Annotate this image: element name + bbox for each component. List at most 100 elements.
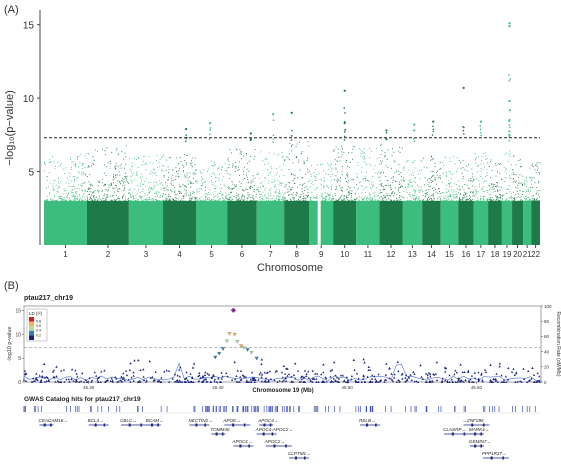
peak-support-point (272, 119, 275, 122)
snp-point (184, 380, 188, 383)
lz-y-right-tick-label: 60 (544, 334, 550, 339)
snp-point (239, 369, 243, 372)
snp-point (253, 380, 256, 383)
peak-support-point (344, 112, 346, 114)
snp-point (528, 379, 531, 382)
x-tick-label: 15 (445, 250, 454, 259)
snp-point (286, 367, 289, 370)
snp-point (503, 380, 506, 383)
snp-point (104, 379, 108, 382)
snp-point (60, 369, 63, 372)
top-hit-point (239, 344, 244, 348)
snp-point (527, 369, 530, 372)
snp-point (76, 375, 79, 378)
chrom-points-8 (284, 141, 311, 202)
snp-point (43, 362, 46, 365)
snp-point (302, 376, 305, 379)
snp-point (245, 379, 248, 382)
gene-exon (463, 432, 466, 436)
chrom-points-14 (422, 155, 442, 202)
manhattan-points (44, 22, 541, 245)
snp-point (176, 378, 179, 381)
snp-point (202, 375, 205, 378)
snp-point (337, 377, 340, 380)
peak-point (462, 86, 465, 89)
snp-point (41, 376, 44, 379)
snp-point (384, 373, 387, 376)
snp-point (320, 373, 323, 376)
peak-point (208, 121, 212, 125)
snp-point (267, 379, 270, 382)
snp-point (332, 380, 335, 383)
snp-point (53, 376, 56, 379)
ld-legend-swatch (29, 317, 34, 322)
snp-point (538, 375, 541, 378)
peak-support-point (479, 125, 482, 127)
y-tick-label: 15 (23, 21, 35, 32)
snp-point (500, 374, 503, 377)
snp-point (393, 373, 396, 376)
peak-support-point (413, 140, 416, 143)
snp-point (420, 375, 423, 378)
snp-point (252, 377, 255, 380)
snp-point (122, 372, 125, 375)
locuszoom-points (22, 307, 541, 383)
snp-point (379, 378, 383, 381)
lz-y-tick-label: 0 (18, 380, 21, 386)
snp-point (35, 372, 38, 375)
snp-point (350, 378, 353, 381)
peak-point (508, 99, 511, 103)
gene-exon (94, 423, 97, 427)
peak-point (413, 123, 416, 126)
snp-point (139, 368, 142, 371)
snp-point (190, 380, 193, 383)
chrom-block-12 (379, 200, 403, 245)
locuszoom-y-ticks: 0 5 10 15 0 20 40 60 80 100 (15, 304, 552, 386)
snp-point (120, 380, 124, 383)
snp-point (426, 376, 429, 379)
peak-point (479, 120, 483, 123)
snp-point (192, 380, 195, 383)
x-tick-label: 22 (531, 250, 540, 259)
snp-point (397, 378, 400, 381)
snp-point (371, 380, 374, 383)
snp-point (241, 374, 244, 377)
gene-exon (263, 423, 266, 427)
snp-point (239, 378, 242, 381)
snp-point (416, 380, 420, 383)
snp-point (522, 367, 525, 370)
snp-point (431, 380, 434, 383)
gene-label: APOC1→ (231, 439, 252, 444)
gene-label: CLASRP→ (443, 427, 466, 432)
snp-point (516, 380, 519, 383)
snp-point (305, 372, 308, 375)
snp-point (45, 379, 48, 382)
snp-point (507, 366, 510, 370)
gene-exon (474, 444, 477, 448)
snp-point (100, 370, 103, 373)
snp-point (398, 379, 401, 382)
snp-point (41, 375, 44, 378)
snp-point (483, 368, 487, 371)
snp-point (514, 380, 517, 383)
peak-support-point (432, 130, 434, 133)
snp-point (369, 368, 372, 371)
snp-point (393, 376, 396, 379)
snp-point (212, 373, 215, 376)
snp-point (510, 370, 514, 373)
gene-exon (204, 423, 207, 427)
snp-point (377, 373, 380, 376)
peak-support-point (272, 138, 275, 140)
lz-x-tick-label: 45.50 (341, 385, 353, 390)
snp-point (41, 370, 44, 373)
snp-point (405, 379, 408, 382)
snp-point (192, 362, 196, 365)
snp-point (184, 377, 187, 380)
gene-exon (128, 423, 131, 427)
snp-point (440, 380, 443, 383)
gene-label: NECTIN2→ (188, 418, 212, 423)
snp-point (305, 374, 308, 377)
snp-point (264, 380, 268, 383)
snp-point (226, 375, 229, 378)
